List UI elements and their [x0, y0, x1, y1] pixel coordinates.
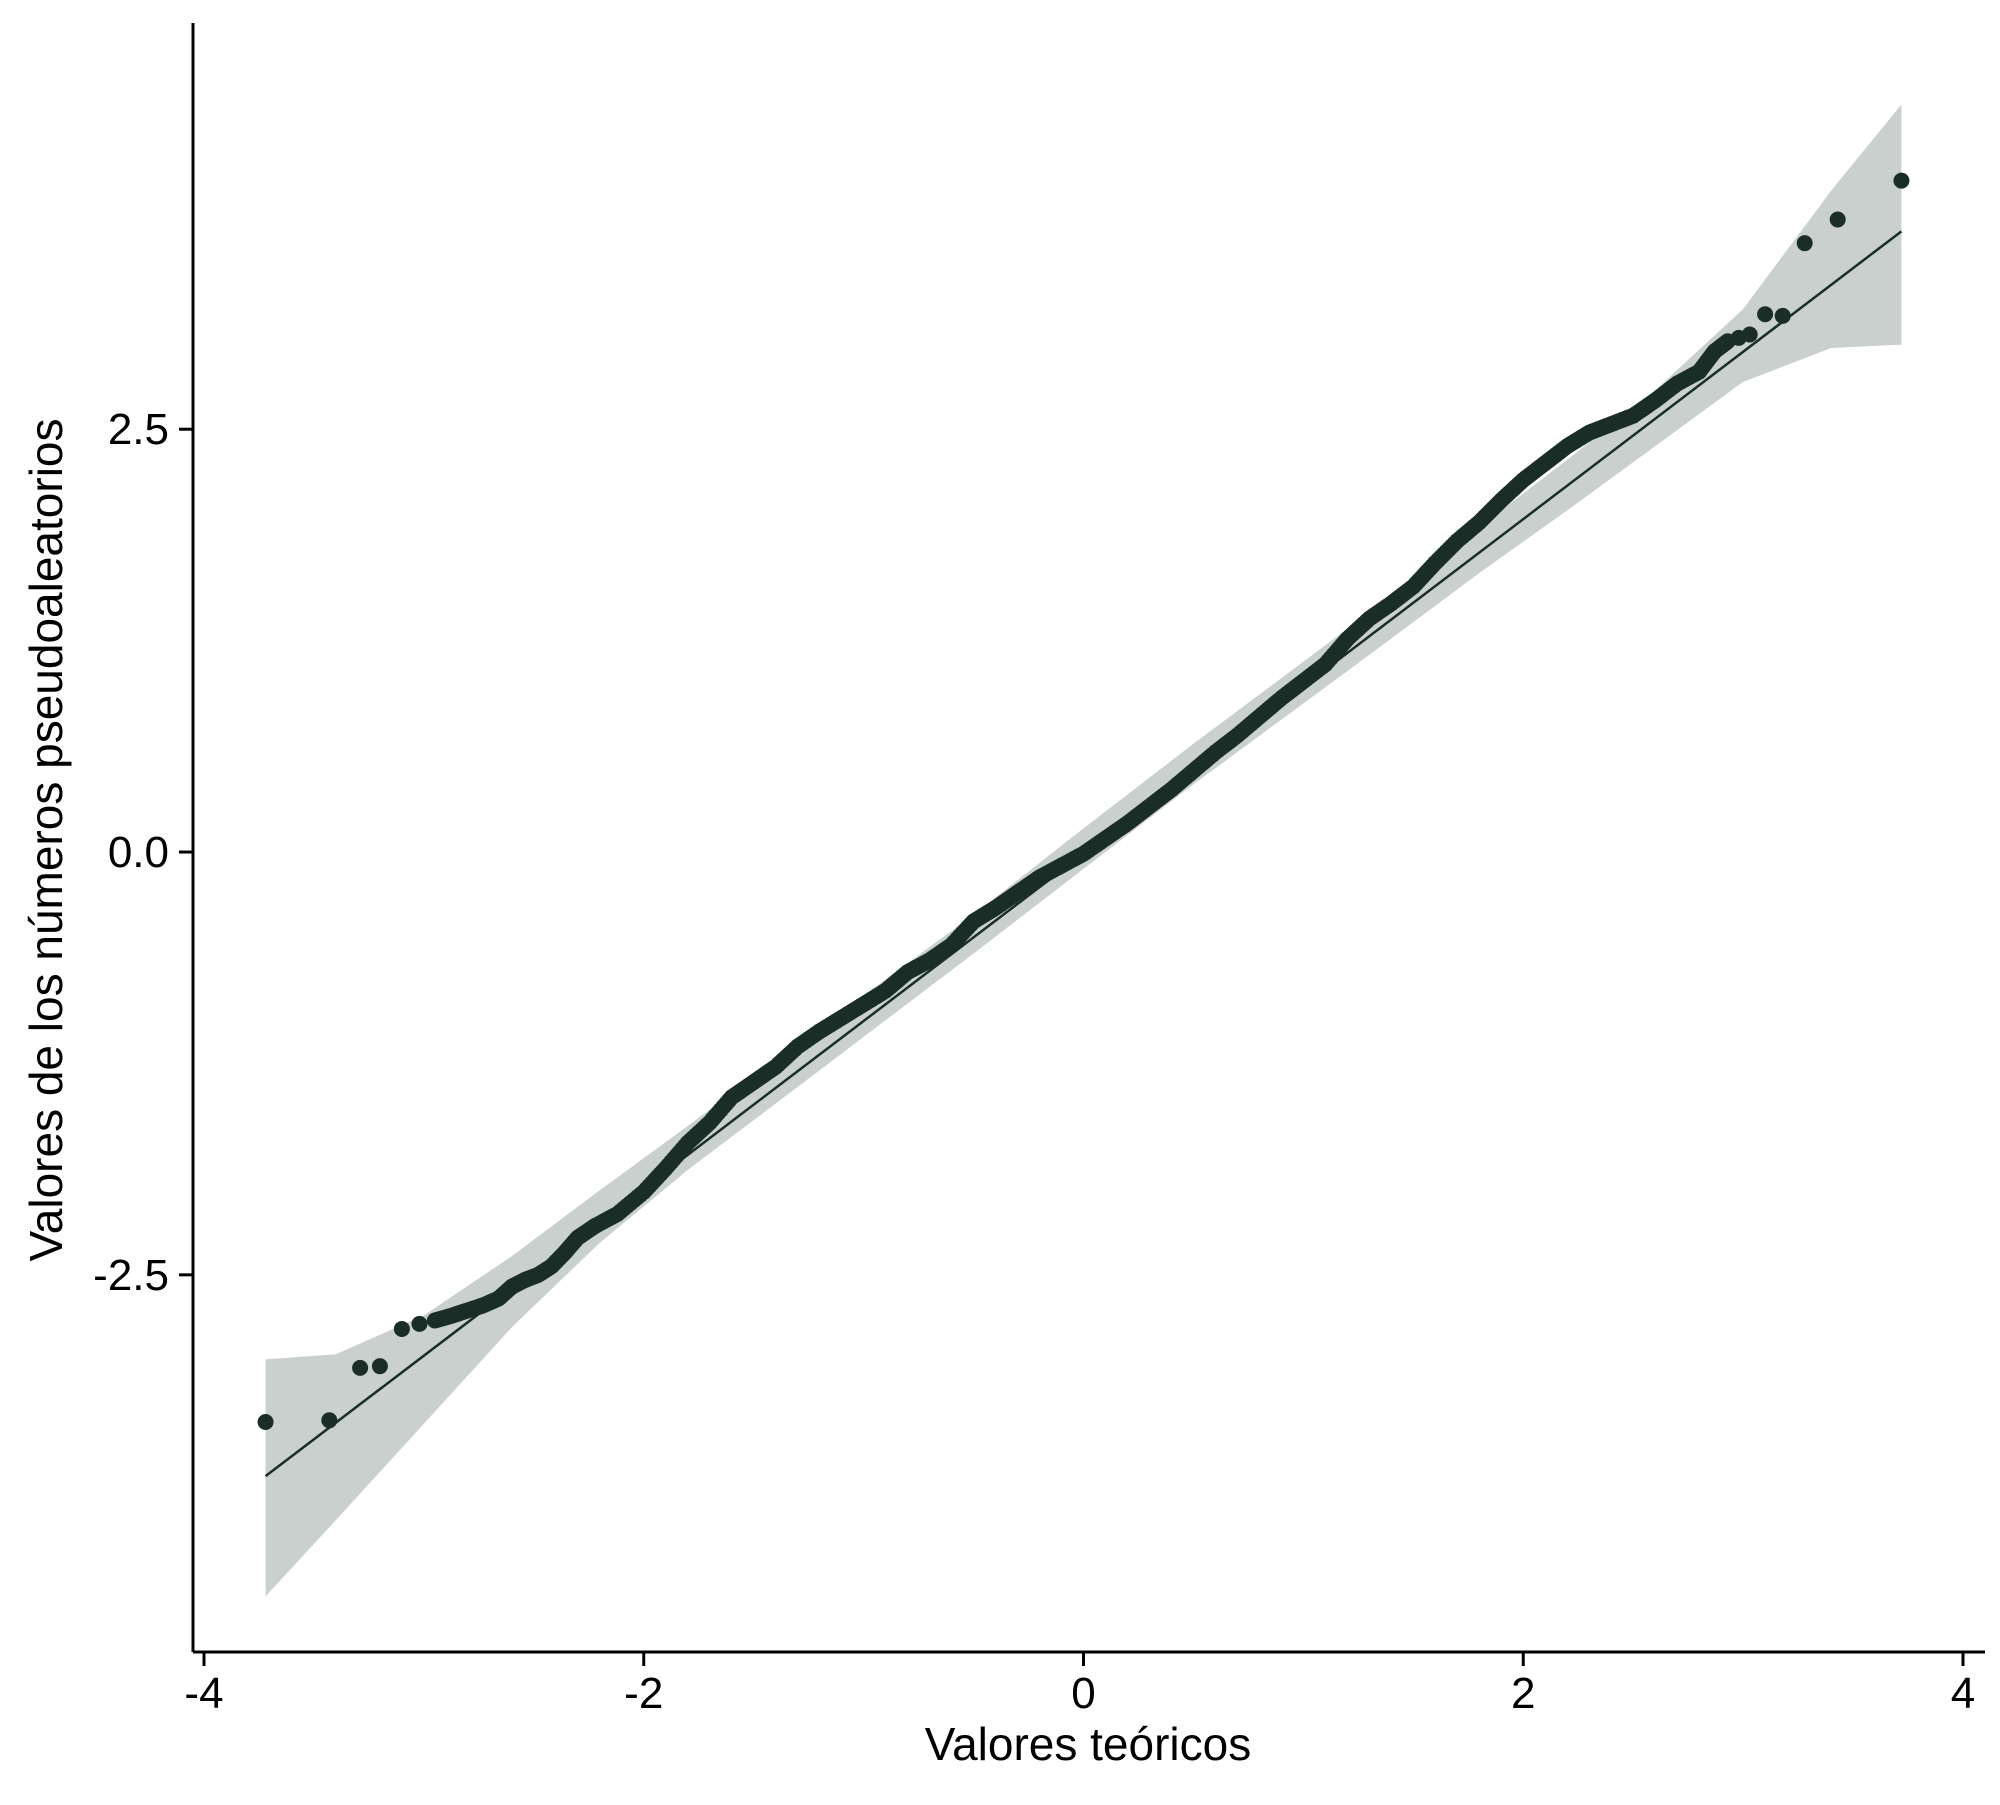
data-point: [321, 1412, 338, 1429]
x-tick-label: -4: [184, 1669, 223, 1718]
data-point: [1829, 211, 1846, 228]
data-point: [371, 1358, 388, 1375]
x-tick-label: 0: [1071, 1669, 1095, 1718]
x-tick-label: 4: [1951, 1669, 1975, 1718]
data-point: [393, 1320, 410, 1337]
data-point: [1774, 307, 1791, 324]
x-tick-label: 2: [1511, 1669, 1535, 1718]
data-point: [1718, 334, 1735, 351]
data-point: [1741, 326, 1758, 343]
data-points-layer: [257, 172, 1910, 1430]
data-point: [352, 1359, 369, 1376]
data-point: [257, 1413, 274, 1430]
y-tick-label: 0.0: [108, 828, 169, 877]
x-axis-title: Valores teóricos: [925, 1718, 1251, 1770]
x-tick-label: -2: [624, 1669, 663, 1718]
axes-layer: -4 -2 0 2 4 -2.5 0.0 2.5: [93, 23, 1985, 1718]
y-tick-label: -2.5: [93, 1251, 169, 1300]
data-point: [1796, 235, 1813, 252]
data-point: [411, 1315, 428, 1332]
y-axis-title: Valores de los números pseudoaleatorios: [20, 419, 72, 1262]
y-tick-label: 2.5: [108, 405, 169, 454]
data-point: [1893, 172, 1910, 189]
data-point: [1757, 306, 1774, 323]
